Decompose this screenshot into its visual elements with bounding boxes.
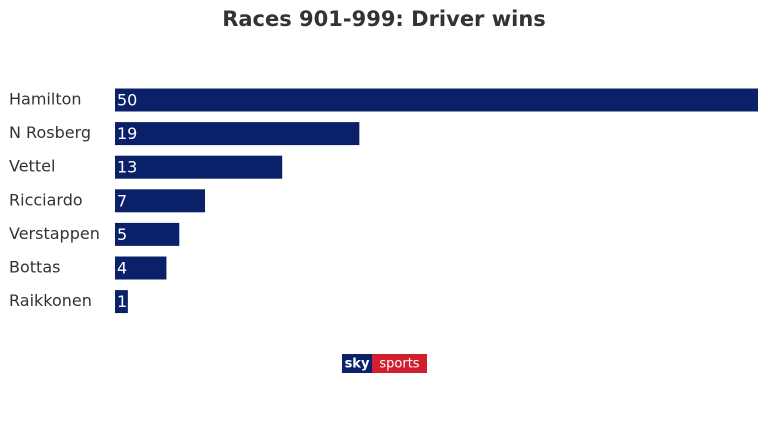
value-label: 4 (117, 259, 127, 278)
category-label: Hamilton (9, 90, 82, 109)
value-label: 7 (117, 191, 127, 210)
value-label: 50 (117, 91, 137, 110)
bar (115, 155, 283, 179)
value-label: 13 (117, 158, 137, 177)
logo-sky-box (342, 354, 372, 373)
bar (115, 256, 167, 280)
category-label: Verstappen (9, 224, 100, 243)
logo-sports-box (372, 354, 427, 373)
bar (115, 88, 758, 112)
category-label: Bottas (9, 258, 60, 277)
value-label: 1 (117, 292, 127, 311)
category-label: Ricciardo (9, 190, 83, 209)
bar (115, 189, 206, 213)
bar (115, 122, 360, 146)
logo: sky sports (342, 354, 427, 373)
value-label: 5 (117, 225, 127, 244)
category-label: N Rosberg (9, 123, 91, 142)
category-label: Vettel (9, 157, 55, 176)
logo-sky: sky (345, 357, 370, 372)
chart-title: Races 901-999: Driver wins (222, 7, 546, 31)
value-label: 19 (117, 124, 137, 143)
category-label: Raikkonen (9, 291, 92, 310)
logo-sports: sports (379, 357, 419, 372)
bar (115, 222, 180, 246)
bar (115, 290, 128, 314)
